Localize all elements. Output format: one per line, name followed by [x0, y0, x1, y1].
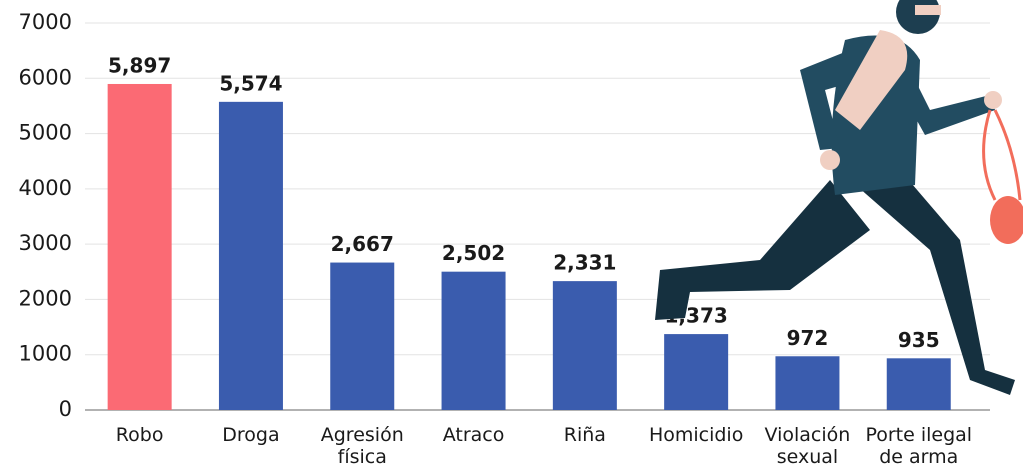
- bar: [218, 101, 283, 410]
- bar: [330, 262, 395, 410]
- value-label: 5,574: [219, 71, 282, 95]
- value-label: 935: [898, 328, 940, 352]
- value-label: 2,331: [553, 251, 616, 275]
- x-tick-label: Atraco: [442, 424, 505, 446]
- x-tick-label: Porte ilegal de arma: [865, 424, 973, 468]
- y-tick-label: 2000: [19, 286, 72, 310]
- bar: [441, 271, 506, 410]
- x-tick-label: Agresión física: [320, 424, 404, 468]
- x-tick-label: Droga: [222, 424, 280, 446]
- bar: [552, 281, 617, 410]
- y-tick-label: 3000: [19, 231, 72, 255]
- y-tick-label: 7000: [19, 10, 72, 34]
- x-tick-label: Robo: [115, 424, 164, 446]
- bar: [886, 358, 951, 410]
- x-tick-label: Violación sexual: [764, 424, 851, 468]
- y-tick-label: 4000: [19, 176, 72, 200]
- runner-illustration: [655, 0, 1023, 395]
- value-label: 2,667: [331, 232, 394, 256]
- value-label: 972: [787, 326, 829, 350]
- x-tick-label: Riña: [563, 424, 606, 446]
- y-tick-label: 1000: [19, 342, 72, 366]
- y-tick-label: 0: [59, 397, 72, 421]
- value-label: 2,502: [442, 241, 505, 265]
- value-label: 5,897: [108, 53, 171, 77]
- y-tick-label: 5000: [19, 121, 72, 145]
- plot: 0 1000 2000 3000 4000 5000 6000 7000 5,897 5,574 2…: [19, 10, 990, 421]
- bar: [107, 83, 172, 411]
- bar: [775, 356, 840, 410]
- y-tick-label: 6000: [19, 65, 72, 89]
- x-tick-label: Homicidio: [648, 424, 744, 446]
- bar: [664, 334, 729, 410]
